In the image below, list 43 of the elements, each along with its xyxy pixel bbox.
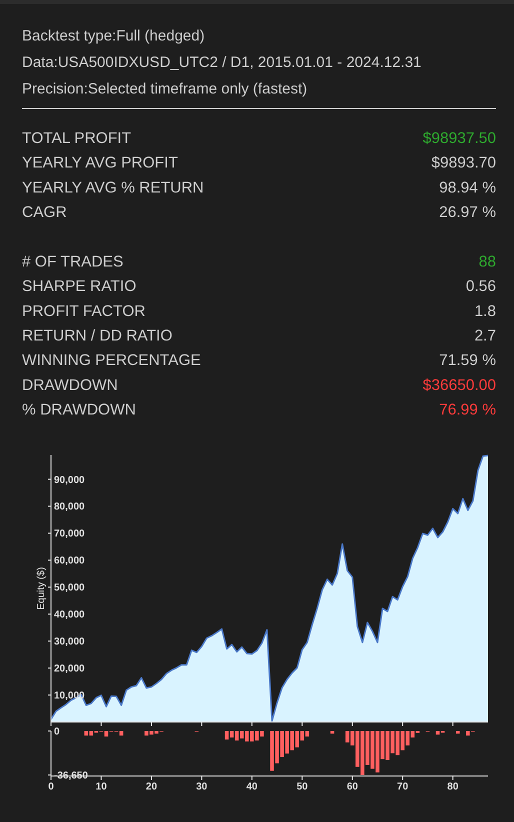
x-tick-label: 10: [96, 782, 108, 792]
category-label: YEARLY AVG PROFIT: [22, 154, 178, 172]
y-tick-label: 20,000: [54, 664, 86, 675]
text: 1.8: [474, 302, 496, 320]
category-label: PROFIT FACTOR: [22, 302, 146, 320]
y-tick-label: 30,000: [54, 636, 86, 648]
category-label: YEARLY AVG % RETURN: [22, 179, 204, 196]
category-label: % DRAWDOWN: [22, 402, 136, 419]
text: 98.94 %: [439, 179, 496, 196]
category-label: CAGR: [22, 204, 67, 222]
text: $98937.50: [422, 130, 496, 147]
category-label: # OF TRADES: [22, 253, 124, 270]
y-tick-label: 40,000: [54, 610, 86, 621]
text: Backtest type:Full (hedged): [22, 27, 205, 44]
text: Data:USA500IDXUSD_UTC2 / D1, 2015.01.01 - 2024.12.31: [22, 54, 422, 71]
category-label: SHARPE RATIO: [22, 278, 136, 296]
text: $36650.00: [422, 376, 496, 394]
x-tick-label: 30: [196, 782, 208, 792]
y-tick-label: 50,000: [54, 582, 86, 594]
text: 76.99 %: [439, 402, 496, 419]
text: 26.97 %: [439, 204, 496, 222]
x-tick-label: 70: [397, 782, 409, 792]
text: 2.7: [474, 328, 496, 345]
category-label: WINNING PERCENTAGE: [22, 352, 201, 370]
text: Precision:Selected timeframe only (fastest): [22, 80, 308, 98]
x-tick-label: 80: [447, 782, 459, 792]
category-label: TOTAL PROFIT: [22, 130, 132, 147]
text: $9893.70: [431, 154, 496, 172]
y-tick-label: 0: [54, 726, 60, 738]
category-label: DRAWDOWN: [22, 376, 118, 394]
text: 88: [478, 253, 496, 270]
category-label: RETURN / DD RATIO: [22, 328, 172, 345]
x-tick-label: 20: [146, 782, 158, 792]
y-tick-label: 60,000: [54, 556, 86, 567]
text: 0.56: [466, 278, 496, 296]
text: 71.59 %: [439, 352, 496, 370]
y-axis-title: Equity ($): [36, 567, 47, 610]
y-tick-label: 90,000: [54, 474, 86, 486]
x-tick-label: 40: [246, 782, 258, 792]
y-tick-label: 70,000: [54, 528, 86, 540]
x-tick-label: 50: [296, 782, 308, 792]
y-tick-label: 80,000: [54, 502, 86, 513]
x-tick-label: 60: [346, 782, 358, 792]
